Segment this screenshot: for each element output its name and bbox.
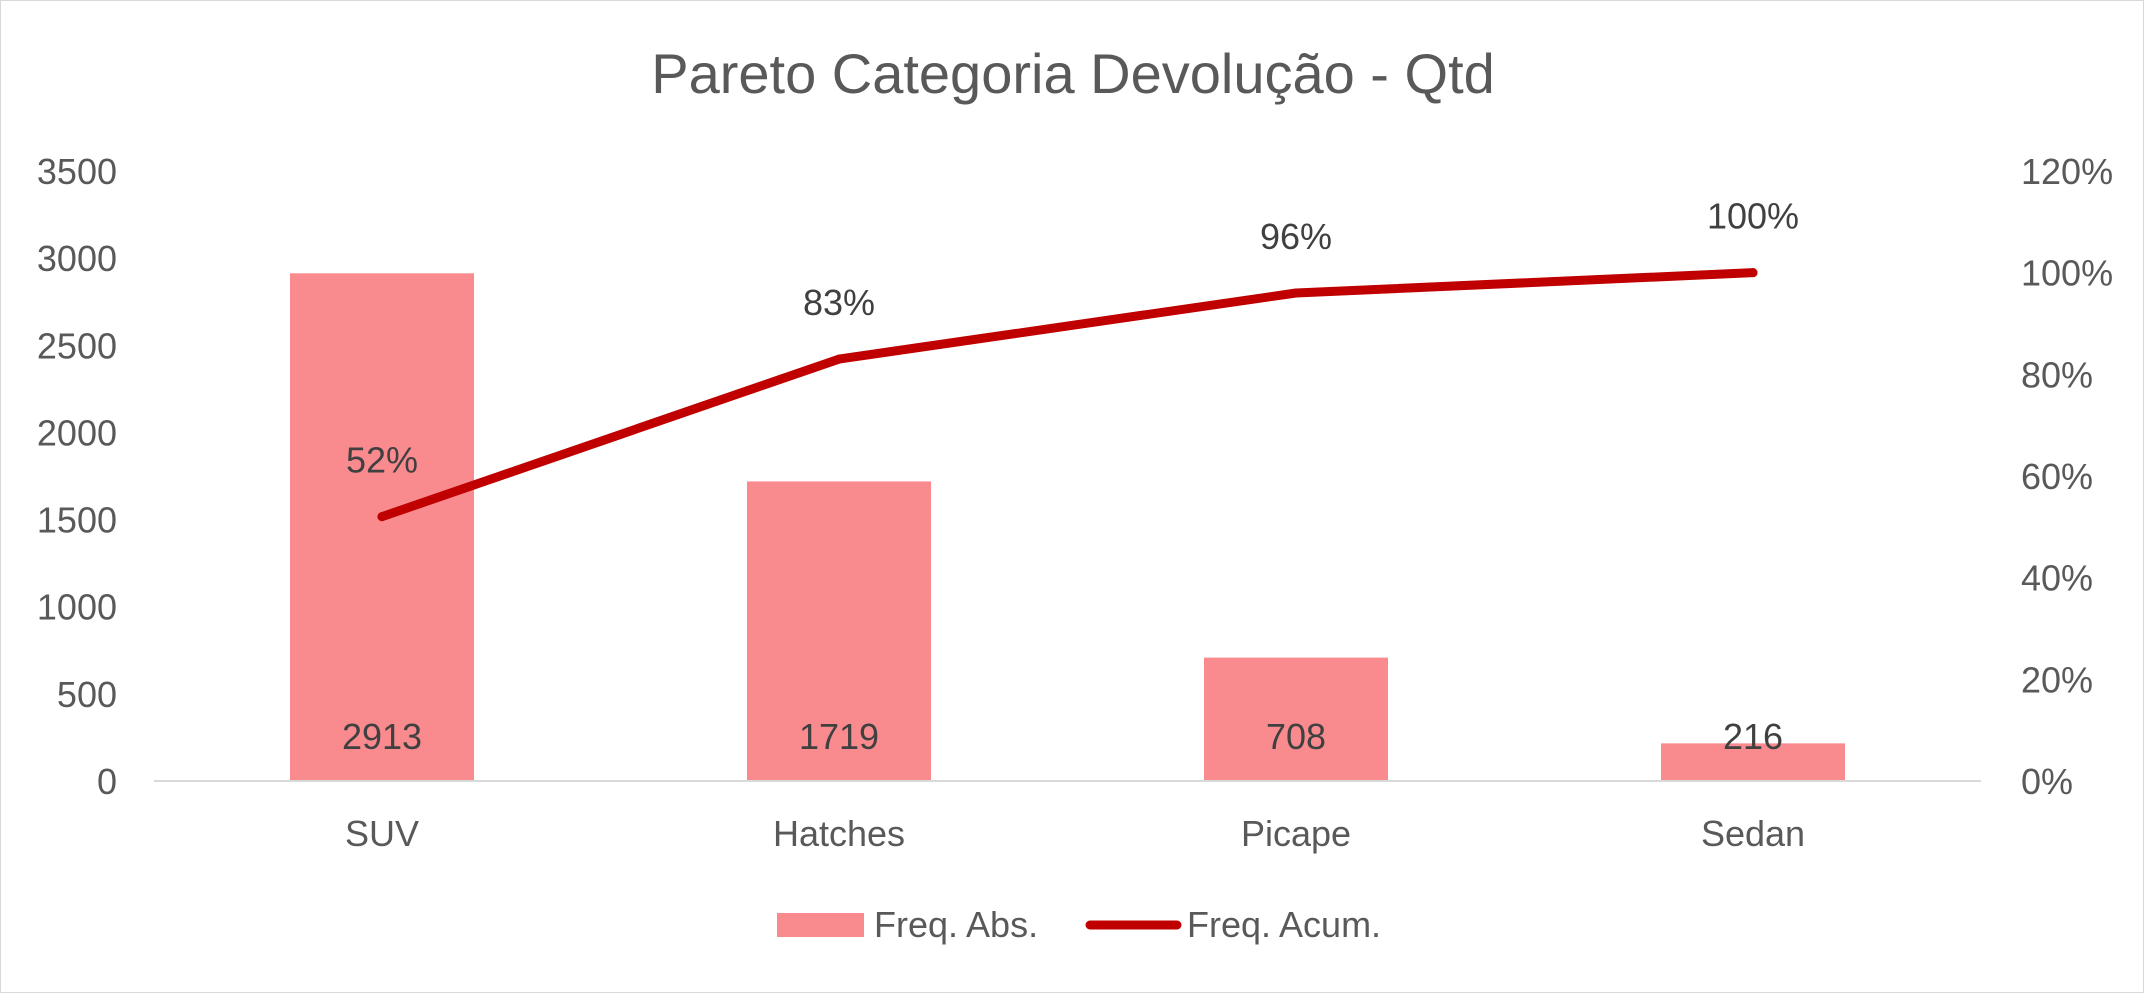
bar	[1204, 657, 1388, 781]
cumulative-line	[377, 268, 1758, 522]
legend-label-line: Freq. Acum.	[1187, 904, 1381, 945]
y-axis-right: 0% 20% 40% 60% 80% 100% 120%	[2021, 151, 2113, 802]
line-data-label: 96%	[1260, 216, 1332, 257]
line-point	[1748, 268, 1758, 278]
line-point	[834, 354, 844, 364]
y-right-tick-label: 0%	[2021, 761, 2073, 802]
y-left-tick-label: 2000	[37, 412, 117, 453]
y-right-tick-label: 60%	[2021, 456, 2093, 497]
line-data-label: 83%	[803, 282, 875, 323]
x-tick-label: Hatches	[773, 813, 905, 854]
y-right-tick-label: 100%	[2021, 253, 2113, 294]
y-right-tick-label: 80%	[2021, 354, 2093, 395]
y-right-tick-label: 20%	[2021, 659, 2093, 700]
y-left-tick-label: 2500	[37, 325, 117, 366]
bar	[290, 273, 474, 781]
line-data-label: 100%	[1707, 196, 1799, 237]
bar-data-label: 216	[1723, 716, 1783, 757]
legend-label-bars: Freq. Abs.	[874, 904, 1038, 945]
bar-data-labels: 2913 1719 708 216	[342, 716, 1783, 757]
line-series	[377, 268, 1758, 522]
x-axis: SUV Hatches Picape Sedan	[345, 813, 1805, 854]
line-point	[377, 512, 387, 522]
bar-data-label: 1719	[799, 716, 879, 757]
chart-title: Pareto Categoria Devolução - Qtd	[651, 42, 1495, 105]
y-right-tick-label: 120%	[2021, 151, 2113, 192]
bar-data-label: 2913	[342, 716, 422, 757]
legend-swatch-bars	[777, 913, 864, 937]
bar-series	[290, 273, 1845, 781]
line-point	[1291, 288, 1301, 298]
y-left-tick-label: 1000	[37, 587, 117, 628]
x-tick-label: SUV	[345, 813, 419, 854]
line-data-labels: 52% 83% 96% 100%	[346, 196, 1799, 481]
legend: Freq. Abs. Freq. Acum.	[777, 904, 1381, 945]
y-left-tick-label: 1500	[37, 500, 117, 541]
x-tick-label: Sedan	[1701, 813, 1805, 854]
y-right-tick-label: 40%	[2021, 558, 2093, 599]
y-left-tick-label: 3500	[37, 151, 117, 192]
y-left-tick-label: 500	[57, 674, 117, 715]
y-left-tick-label: 3000	[37, 238, 117, 279]
bar-data-label: 708	[1266, 716, 1326, 757]
y-left-tick-label: 0	[97, 761, 117, 802]
bar	[1661, 743, 1845, 781]
x-tick-label: Picape	[1241, 813, 1351, 854]
line-data-label: 52%	[346, 440, 418, 481]
y-axis-left: 0 500 1000 1500 2000 2500 3000 3500	[37, 151, 117, 802]
bar	[747, 481, 931, 781]
